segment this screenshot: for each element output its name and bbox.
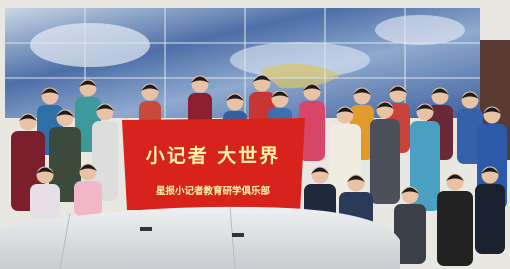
child-body [370,119,400,204]
page: Photo {"banner": {"title": "小记者 大世界", "s… [0,0,510,269]
body: 小记者 大世界 星报小记者教育研学俱乐部 (() => { const data… [0,0,510,269]
table-device [232,233,244,237]
child-body [74,181,102,216]
cloud [30,23,150,67]
child-body [437,191,473,266]
banner-subtitle: 星报小记者教育研学俱乐部 [156,185,271,197]
child-body [475,184,505,254]
child-body [30,184,60,219]
table-device [140,227,152,231]
banner-title: 小记者 大世界 [146,144,281,167]
cloud [375,15,465,45]
photo: 小记者 大世界 星报小记者教育研学俱乐部 [0,0,510,269]
